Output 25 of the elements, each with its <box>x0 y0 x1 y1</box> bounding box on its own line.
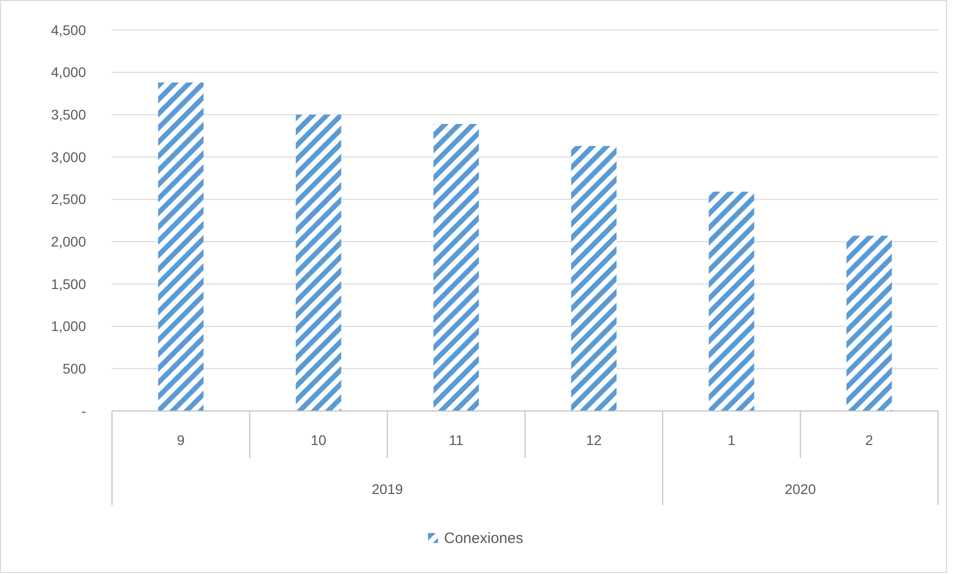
bar <box>571 146 617 411</box>
bar <box>708 192 754 411</box>
y-tick-label: 1,500 <box>50 276 86 292</box>
y-tick-label: 2,500 <box>50 191 86 208</box>
text: 2020 <box>784 481 816 497</box>
y-tick-label: 500 <box>62 360 86 377</box>
x-tick-label: 1 <box>728 432 736 448</box>
y-tick-label: 2,000 <box>50 234 86 250</box>
x-tick-label: 9 <box>176 432 185 448</box>
y-tick-label: 1,000 <box>50 318 86 334</box>
y-tick-label: 3,000 <box>50 148 86 165</box>
x-tick-label: 12 <box>586 432 602 448</box>
y-tick-label: 3,500 <box>50 106 86 123</box>
x-tick-label: 10 <box>310 432 326 448</box>
text: 2019 <box>372 481 404 497</box>
legend-label: Conexiones <box>444 530 524 547</box>
y-tick-label: 4,000 <box>50 64 86 80</box>
y-tick-label: - <box>81 402 86 419</box>
x-tick-label: 2 <box>865 432 874 448</box>
bar <box>846 236 892 411</box>
bar <box>296 114 342 411</box>
y-tick-label: 4,500 <box>50 22 86 38</box>
bar <box>158 82 204 411</box>
x-tick-label: 11 <box>448 432 464 448</box>
bar <box>433 124 479 411</box>
